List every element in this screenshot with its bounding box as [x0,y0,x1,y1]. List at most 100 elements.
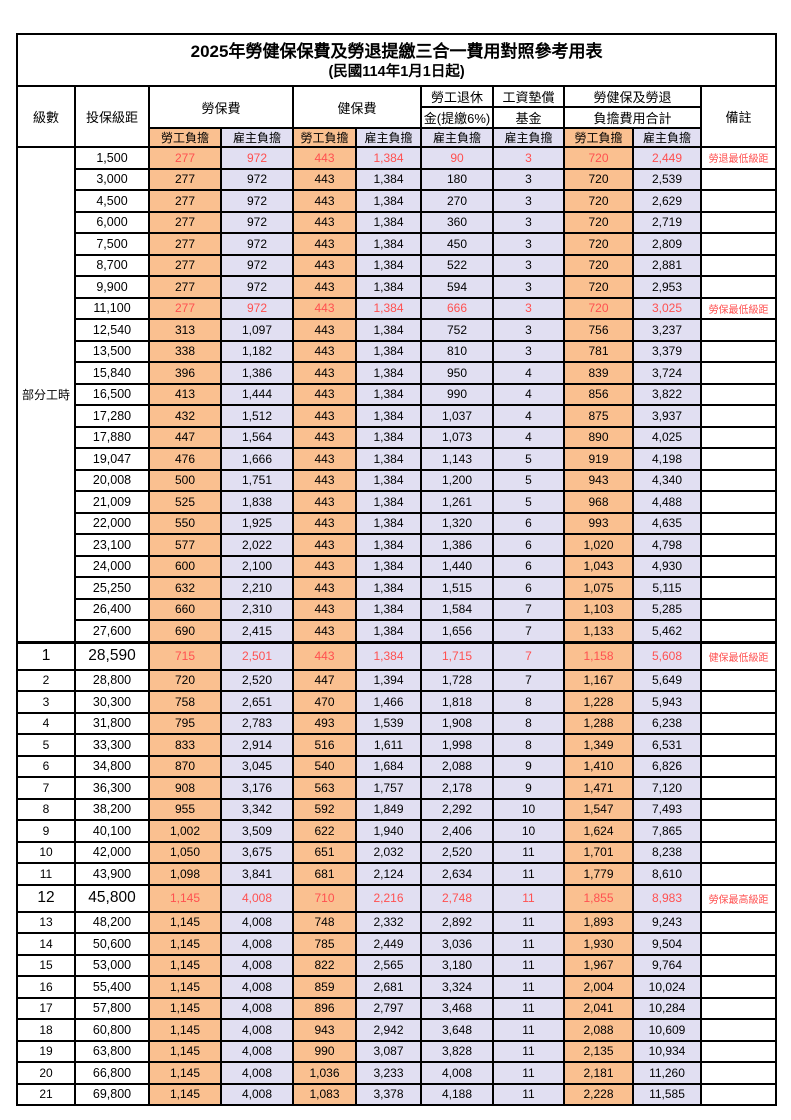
fee-cell: 2,681 [355,975,422,999]
fee-cell: 822 [292,953,357,977]
fee-cell: 908 [148,776,222,800]
fee-cell: 413 [148,382,222,406]
table-row: 11 43,900 1,098 3,841 681 2,124 2,634 11 1,779 8,… [16,862,778,886]
fee-cell: 1,143 [420,447,494,471]
fee-cell: 2,809 [632,232,702,256]
level-cell: 11 [16,862,76,886]
header-bracket: 投保級距 [74,85,150,148]
fee-cell: 715 [148,640,222,671]
fee-cell: 11 [492,1039,565,1063]
fee-cell: 476 [148,447,222,471]
fee-cell: 2,748 [420,883,494,913]
fee-cell: 1,145 [148,996,222,1020]
fee-cell: 443 [292,361,357,385]
fee-cell: 1,384 [355,253,422,277]
fee-cell: 2,892 [420,910,494,934]
fee-cell: 1,849 [355,797,422,821]
fee-cell: 4,798 [632,533,702,557]
fee-cell: 4,008 [220,953,294,977]
remark-cell [699,1018,778,1042]
level-cell: 18 [16,1018,76,1042]
bracket-cell: 43,900 [74,862,150,886]
remark-cell [699,619,778,643]
fee-cell: 1,584 [420,597,494,621]
fee-cell: 990 [292,1039,357,1063]
table-row: 12 45,800 1,145 4,008 710 2,216 2,748 11 1,855 8,… [16,883,778,913]
fee-cell: 710 [292,883,357,913]
table-row: 19,047 476 1,666 443 1,384 1,143 5 919 4,198 [17,447,778,471]
fee-cell: 6 [492,533,565,557]
fee-cell: 1,394 [355,668,422,692]
fee-cell: 9,504 [632,932,702,956]
fee-cell: 1,779 [563,862,634,886]
level-cell: 2 [16,668,76,692]
bracket-cell: 42,000 [74,840,150,864]
fee-cell: 6,531 [632,733,702,757]
bracket-cell: 33,300 [74,733,150,757]
level-cell: 4 [16,711,76,735]
fee-cell: 720 [563,275,634,299]
fee-cell: 3,841 [220,862,294,886]
fee-cell: 2,914 [220,733,294,757]
fee-cell: 1,228 [563,690,634,714]
fee-cell: 4,635 [632,511,702,535]
fee-cell: 2,181 [563,1061,634,1085]
fee-cell: 5 [492,468,565,492]
fee-cell: 4,008 [220,975,294,999]
bracket-cell: 40,100 [74,819,150,843]
level-cell: 3 [16,690,76,714]
fee-cell: 3,176 [220,776,294,800]
fee-cell: 1,908 [420,711,494,735]
remark-cell: 勞保最低級距 [699,296,778,320]
fee-cell: 1,386 [420,533,494,557]
fee-cell: 3,324 [420,975,494,999]
fee-cell: 3,675 [220,840,294,864]
fee-cell: 950 [420,361,494,385]
level-cell: 13 [16,910,76,934]
level-cell: 9 [16,819,76,843]
remark-cell [699,862,778,886]
fee-cell: 443 [292,382,357,406]
fee-cell: 758 [148,690,222,714]
bracket-cell: 45,800 [74,883,150,913]
level-cell: 20 [16,1061,76,1085]
fee-cell: 1,384 [355,361,422,385]
fee-cell: 622 [292,819,357,843]
fee-cell: 2,004 [563,975,634,999]
fee-cell: 2,520 [420,840,494,864]
fee-cell: 9 [492,776,565,800]
fee-cell: 666 [420,296,494,320]
bracket-cell: 9,900 [74,275,150,299]
fee-cell: 1,471 [563,776,634,800]
fee-cell: 7 [492,668,565,692]
fee-cell: 2,406 [420,819,494,843]
remark-cell [699,361,778,385]
fee-cell: 720 [148,668,222,692]
page-title: 2025年勞健保保費及勞退提繳三合一費用對照參考用表 [190,41,603,61]
bracket-cell: 7,500 [74,232,150,256]
fee-cell: 443 [292,447,357,471]
fee-cell: 943 [563,468,634,492]
fee-cell: 443 [292,425,357,449]
fee-cell: 443 [292,275,357,299]
fee-cell: 1,158 [563,640,634,671]
fee-cell: 1,145 [148,1082,222,1106]
fee-cell: 443 [292,468,357,492]
table-row: 22,000 550 1,925 443 1,384 1,320 6 993 4,635 [17,511,778,535]
fee-cell: 7 [492,619,565,643]
fee-cell: 11 [492,862,565,886]
fee-cell: 1,624 [563,819,634,843]
remark-cell [699,339,778,363]
fee-cell: 7,493 [632,797,702,821]
fee-cell: 7,120 [632,776,702,800]
fee-cell: 3 [492,296,565,320]
remark-cell [699,468,778,492]
fee-cell: 896 [292,996,357,1020]
bracket-cell: 48,200 [74,910,150,934]
bracket-cell: 1,500 [74,146,150,170]
fee-cell: 972 [220,296,294,320]
fee-cell: 313 [148,318,222,342]
fee-cell: 443 [292,253,357,277]
table-row: 2 28,800 720 2,520 447 1,394 1,728 7 1,167 5,649 [16,668,778,692]
bracket-cell: 27,600 [74,619,150,643]
